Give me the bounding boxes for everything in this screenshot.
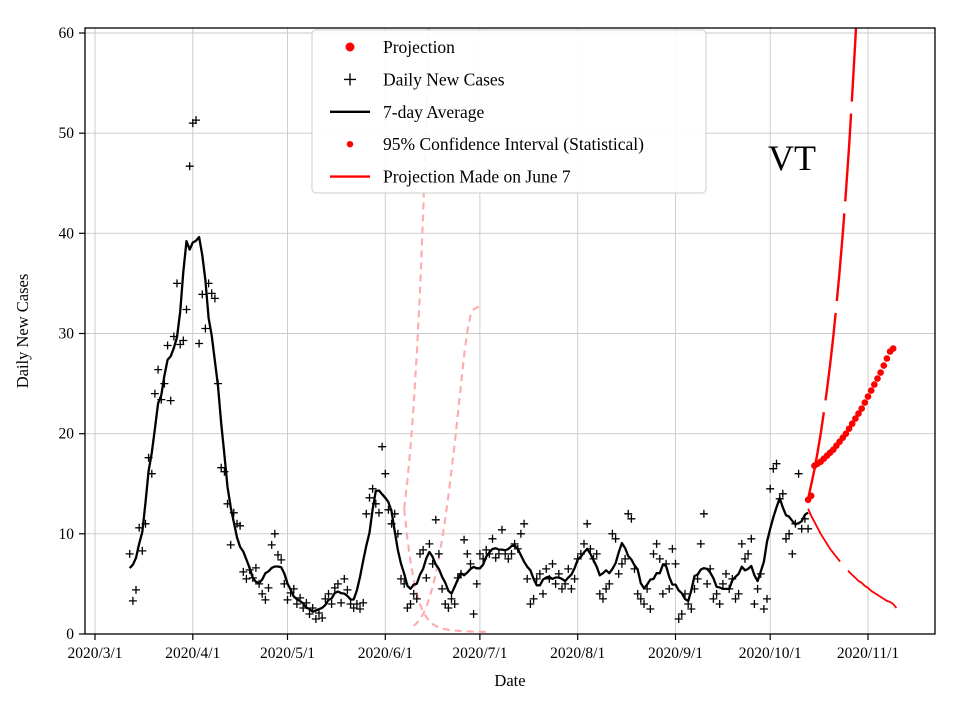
june7-ci-line [403,508,487,633]
ci-upper-line [806,28,858,500]
x-tick-label: 2020/10/1 [739,645,802,662]
x-tick-label: 2020/5/1 [260,645,315,662]
legend-label: 95% Confidence Interval (Statistical) [383,134,644,154]
x-tick-label: 2020/11/1 [837,645,899,662]
legend-label: 7-day Average [383,102,484,122]
legend-dot-marker [346,141,354,148]
y-tick-label: 30 [59,326,75,343]
legend-box [311,29,707,194]
legend-label: Projection Made on June 7 [383,167,571,187]
legend-label: Daily New Cases [383,69,505,89]
x-tick-label: 2020/7/1 [452,645,507,662]
legend-plus-marker [344,73,356,86]
y-tick-label: 40 [59,225,75,242]
legend-item: Projection Made on June 7 [330,167,571,187]
legend-item: 95% Confidence Interval (Statistical) [346,134,644,154]
y-tick-label: 20 [59,426,75,443]
x-tick-label: 2020/3/1 [67,645,122,662]
legend-dot-marker [345,42,355,52]
legend-label: Projection [383,37,455,57]
x-tick-label: 2020/9/1 [648,645,703,662]
x-tick-label: 2020/4/1 [165,645,220,662]
data-series [125,28,898,633]
june7-ci-line [412,304,484,627]
y-tick-label: 50 [59,125,75,142]
y-axis-label: Daily New Cases [13,274,32,389]
x-tick-label: 2020/8/1 [550,645,605,662]
x-axis-label: Date [494,671,525,690]
legend-item: Projection [345,37,455,57]
plot-border [84,27,936,635]
y-tick-label: 10 [59,526,75,543]
y-tick-label: 60 [59,25,75,42]
seven-day-average-line [128,235,809,613]
ci-lower-line [807,508,898,609]
legend-item: Daily New Cases [344,69,505,89]
legend-item: 7-day Average [330,102,484,122]
projection-dots [804,345,897,504]
june7-ci-line [403,28,430,509]
state-annotation: VT [768,138,816,178]
axes: 2020/3/1 2020/4/1 2020/5/1 2020/6/1 2020/7/1… [59,25,936,662]
y-tick-label: 0 [66,626,74,643]
x-tick-label: 2020/6/1 [358,645,413,662]
legend: Projection Daily New Cases 7-day Average 95… [311,29,707,194]
daily-cases-markers [125,116,813,623]
